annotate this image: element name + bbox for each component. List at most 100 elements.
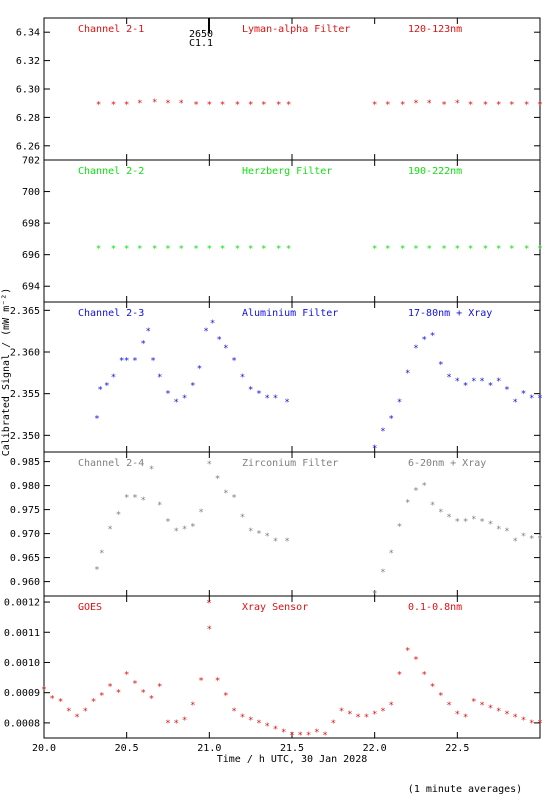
goes-event-marker: * [206, 599, 211, 609]
panel-3-point: * [537, 394, 542, 404]
panel-1-point: * [111, 101, 116, 111]
panel-2-point: * [385, 244, 390, 254]
panel-4-ytick-label: 0.985 [10, 457, 40, 468]
panel-5-point: * [455, 710, 460, 720]
panel-4-point: * [529, 534, 534, 544]
event-marker-label-bottom: C1.1 [189, 38, 213, 49]
panel-5-point: * [422, 671, 427, 681]
panel-4-point: * [380, 568, 385, 578]
panel-3-point: * [512, 398, 517, 408]
panel-3-point: * [388, 415, 393, 425]
panel-1-point: * [220, 101, 225, 111]
panel-1-point: * [483, 101, 488, 111]
x-tick-label: 20.5 [115, 743, 139, 754]
panel-4-point: * [190, 522, 195, 532]
panel-3-point: * [521, 390, 526, 400]
panel-4-point: * [397, 522, 402, 532]
panel-3-point: * [496, 377, 501, 387]
panel-1-point: * [165, 99, 170, 109]
panel-2-point: * [276, 244, 281, 254]
panel-3-point: * [157, 373, 162, 383]
panel-4-point: * [223, 489, 228, 499]
panel-4-ytick-label: 0.965 [10, 553, 40, 564]
panel-5-point: * [405, 646, 410, 656]
panel-5-point: * [248, 716, 253, 726]
panel-3-point: * [284, 398, 289, 408]
panel-4-point: * [264, 532, 269, 542]
panel-5-ytick-label: 0.0009 [4, 688, 40, 699]
panel-1-point: * [193, 101, 198, 111]
panel-4-point: * [422, 482, 427, 492]
panel-3-ytick-label: 2.365 [10, 306, 40, 317]
panel-4-point: * [537, 534, 542, 544]
panel-1-point: * [96, 101, 101, 111]
x-axis-title: Time / h UTC, 30 Jan 2028 [217, 754, 368, 765]
x-tick-label: 20.0 [32, 743, 56, 754]
panel-1-point: * [207, 101, 212, 111]
panel-2-label-1: Channel 2-2 [78, 166, 144, 177]
panel-3-point: * [145, 327, 150, 337]
panel-4-point: * [165, 518, 170, 528]
panel-4-point: * [471, 515, 476, 525]
panel-2-point: * [455, 244, 460, 254]
panel-5-point: * [388, 701, 393, 711]
panel-5-point: * [174, 719, 179, 729]
panel-5-point: * [397, 671, 402, 681]
panel-3-point: * [240, 373, 245, 383]
panel-1-point: * [286, 101, 291, 111]
panel-3-ytick-label: 2.360 [10, 348, 40, 359]
panel-5-point: * [496, 707, 501, 717]
panel-2-point: * [509, 244, 514, 254]
panel-2-point: * [286, 244, 291, 254]
panel-3-point: * [529, 394, 534, 404]
panel-2-point: * [427, 244, 432, 254]
panel-3-ytick-label: 2.355 [10, 389, 40, 400]
panel-5-point: * [83, 707, 88, 717]
panel-3-point: * [397, 398, 402, 408]
panel-5-label-1: GOES [78, 602, 102, 613]
panel-2-point: * [261, 244, 266, 254]
panel-5-point: * [99, 692, 104, 702]
panel-4-point: * [231, 494, 236, 504]
x-tick-label: 22.0 [363, 743, 387, 754]
panel-5-point: * [339, 707, 344, 717]
panel-1-label-3: 120-123nm [408, 24, 462, 35]
panel-4-point: * [273, 537, 278, 547]
panel-2-point: * [137, 244, 142, 254]
panel-4-point: * [413, 486, 418, 496]
panel-5-ytick-label: 0.0011 [4, 628, 40, 639]
panel-4-label-1: Channel 2-4 [78, 458, 144, 469]
panel-1-point: * [276, 101, 281, 111]
panel-5-point: * [223, 692, 228, 702]
panel-3-point: * [446, 373, 451, 383]
panel-3-point: * [248, 386, 253, 396]
panel-3-point: * [455, 377, 460, 387]
panels: 6.26 6.28 6.30 6.32 6.34 Channel 2-1 Lyman-alp… [4, 17, 543, 754]
x-tick-label: 21.5 [280, 743, 304, 754]
panel-4-point: * [455, 518, 460, 528]
panel-1-label-1: Channel 2-1 [78, 24, 144, 35]
panel-4-point: * [388, 549, 393, 559]
panel-5-point: * [207, 625, 212, 635]
panel-5-label-3: 0.1-0.8nm [408, 602, 462, 613]
panel-3-point: * [182, 394, 187, 404]
panel-1-ytick-label: 6.32 [16, 56, 40, 67]
panel-2-label-3: 190-222nm [408, 166, 462, 177]
panel-4-point: * [116, 510, 121, 520]
panel-1-point: * [496, 101, 501, 111]
panel-1-ytick-label: 6.28 [16, 113, 40, 124]
panel-3-point: * [256, 390, 261, 400]
panel-2-point: * [165, 244, 170, 254]
x-tick-label: 22.5 [445, 743, 469, 754]
panel-5-ytick-label: 0.0008 [4, 718, 40, 729]
panel-4-point: * [215, 474, 220, 484]
panel-5-point: * [355, 713, 360, 723]
panel-5-point: * [347, 710, 352, 720]
panel-3-point: * [104, 381, 109, 391]
panel-1-point: * [385, 101, 390, 111]
panel-5-point: * [231, 707, 236, 717]
panel-1-point: * [372, 101, 377, 111]
panel-2-point: * [193, 244, 198, 254]
panel-2-ytick-label: 696 [22, 250, 40, 261]
panel-5-point: * [91, 698, 96, 708]
